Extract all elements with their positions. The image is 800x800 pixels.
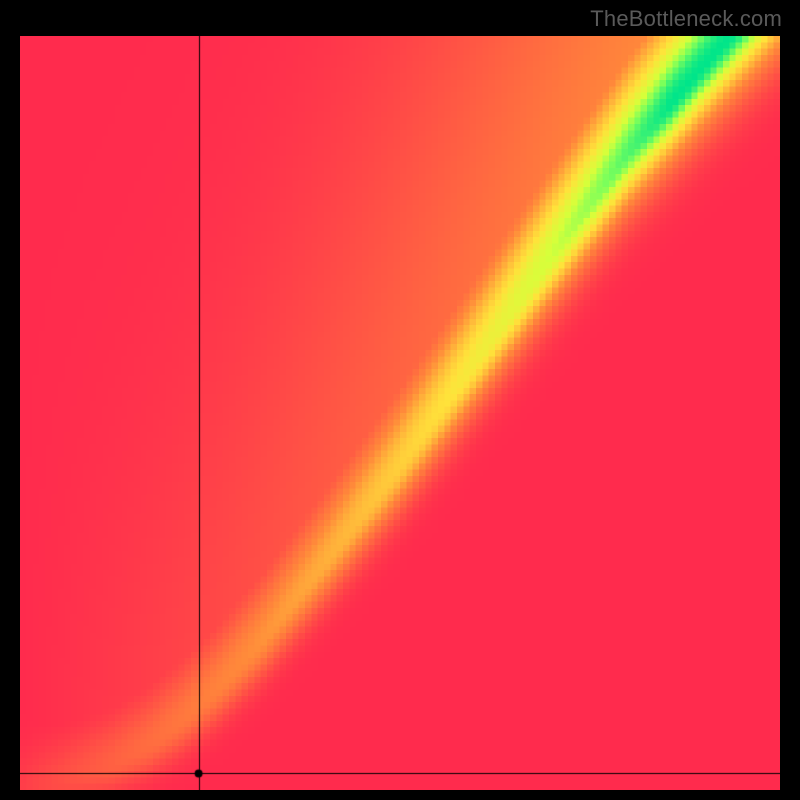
- watermark-text: TheBottleneck.com: [590, 6, 782, 32]
- figure-container: { "watermark": { "text": "TheBottleneck.…: [0, 0, 800, 800]
- crosshair-overlay: [20, 36, 780, 790]
